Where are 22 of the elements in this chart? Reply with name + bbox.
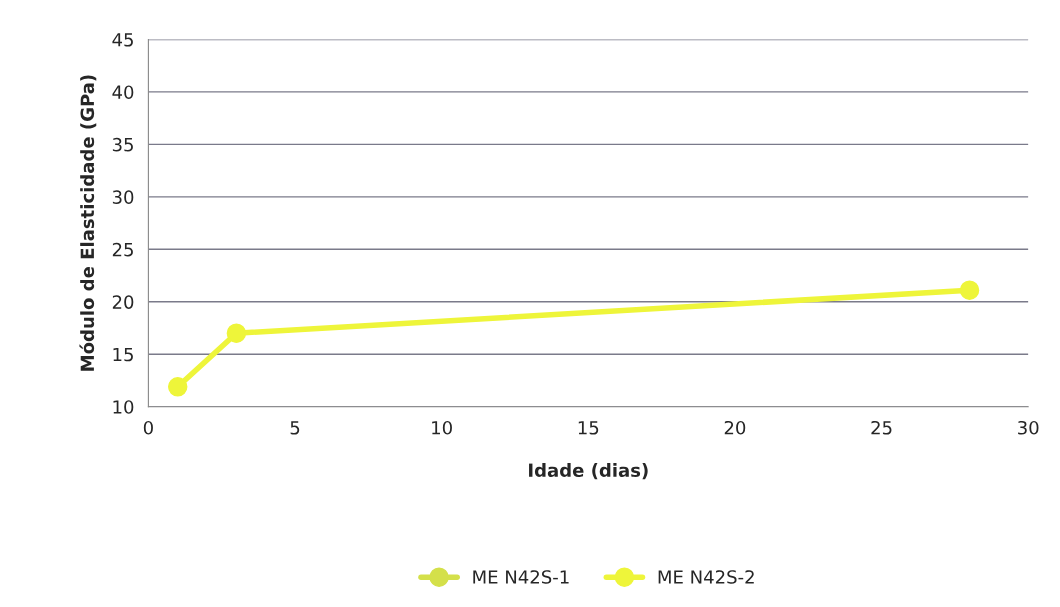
- y-tick-label: 30: [112, 190, 134, 204]
- y-tick-label: 25: [112, 242, 133, 257]
- legend-label: ME N42S-2: [658, 570, 754, 584]
- x-tick-label: 15: [578, 421, 599, 435]
- x-tick-label: 20: [724, 420, 746, 435]
- point: [168, 377, 188, 397]
- y-tick-label: 15: [113, 347, 133, 362]
- point: [226, 323, 247, 343]
- y-tick-label: 45: [112, 33, 133, 47]
- x-tick-label: 0: [143, 420, 153, 435]
- x-tick-label: 5: [290, 421, 300, 435]
- y-tick-label: 10: [113, 400, 134, 414]
- y-tick-label: 20: [112, 295, 134, 309]
- point: [959, 280, 980, 300]
- y-axis-title: Módulo de Elasticidade (GPa): [79, 75, 97, 371]
- y-tick-label: 40: [112, 85, 134, 100]
- x-tick-label: 30: [1018, 420, 1039, 435]
- x-tick-label: 10: [432, 420, 452, 435]
- x-tick-label: 25: [871, 420, 892, 435]
- legend-label: ME N42S-1: [473, 570, 569, 584]
- x-axis-title: Idade (dias): [529, 463, 648, 480]
- y-tick-label: 35: [112, 137, 133, 152]
